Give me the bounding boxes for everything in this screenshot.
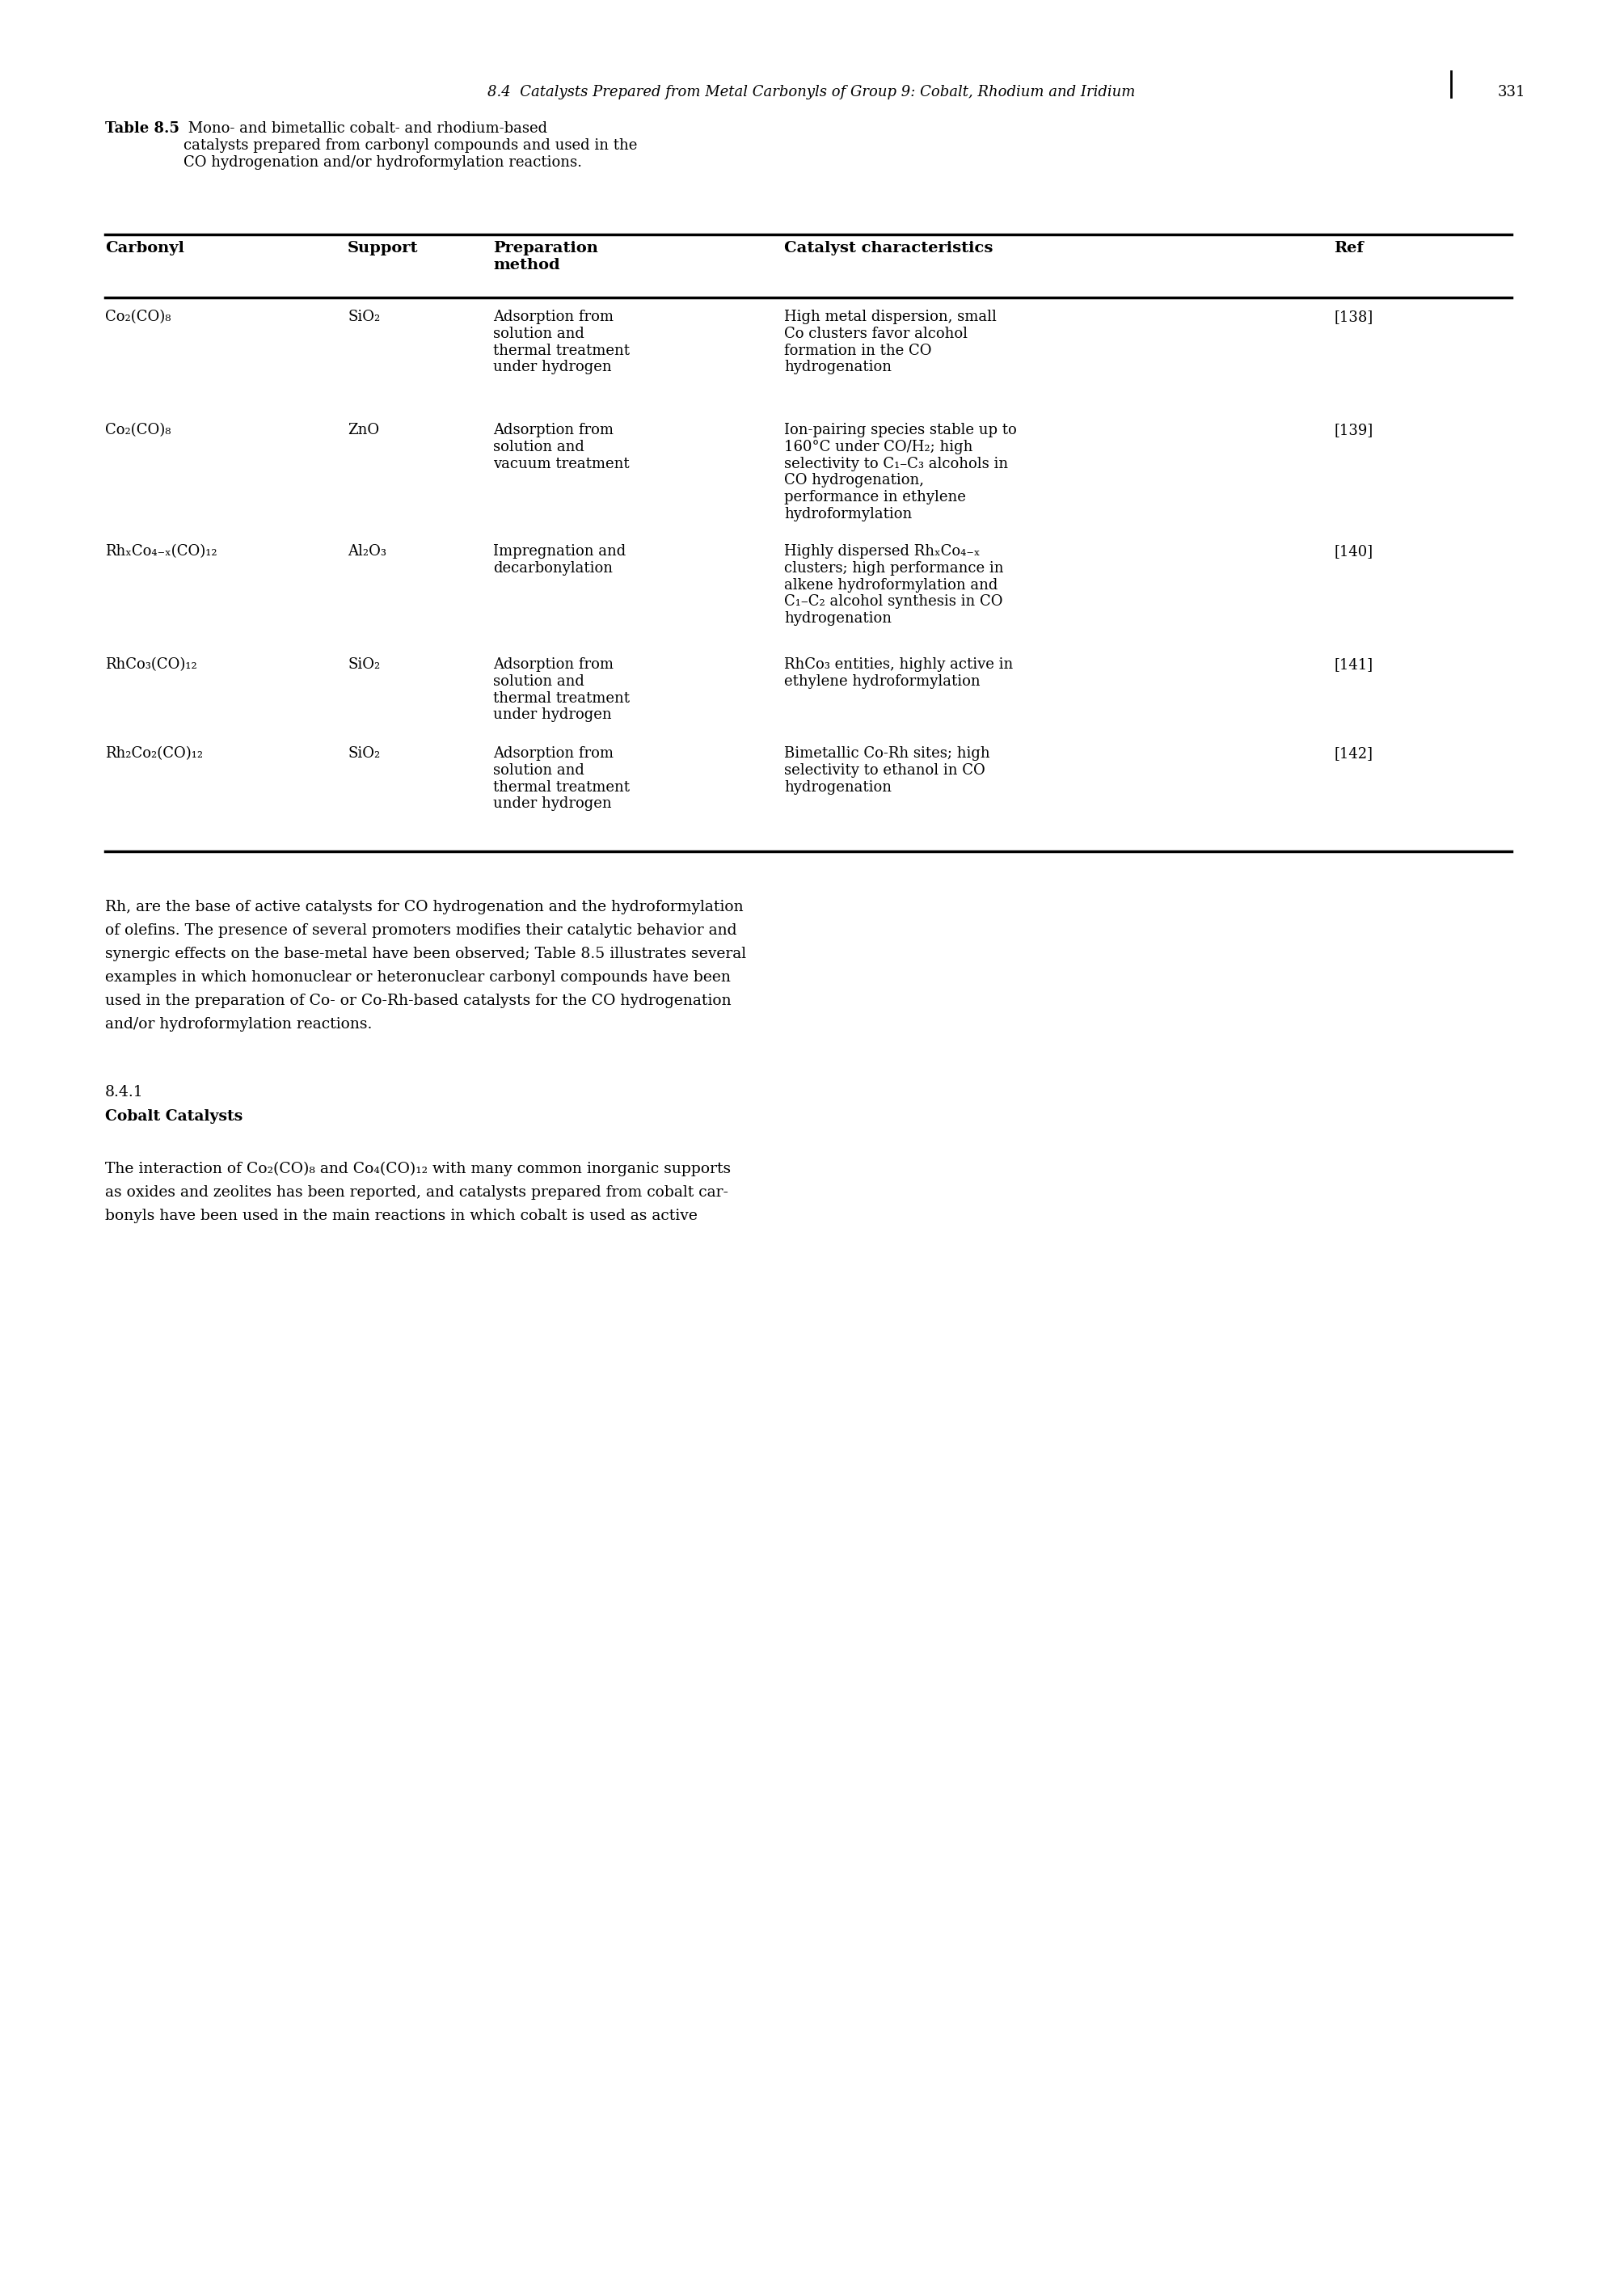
Text: The interaction of Co₂(CO)₈ and Co₄(CO)₁₂ with many common inorganic supports: The interaction of Co₂(CO)₈ and Co₄(CO)₁… xyxy=(106,1162,731,1176)
Text: Co₂(CO)₈: Co₂(CO)₈ xyxy=(106,422,171,438)
Text: of olefins. The presence of several promoters modifies their catalytic behavior : of olefins. The presence of several prom… xyxy=(106,924,737,937)
Text: bonyls have been used in the main reactions in which cobalt is used as active: bonyls have been used in the main reacti… xyxy=(106,1208,698,1224)
Text: and/or hydroformylation reactions.: and/or hydroformylation reactions. xyxy=(106,1018,372,1031)
Text: Cobalt Catalysts: Cobalt Catalysts xyxy=(106,1109,242,1123)
Text: synergic effects on the base-metal have been observed; Table 8.5 illustrates sev: synergic effects on the base-metal have … xyxy=(106,947,745,960)
Text: Impregnation and
decarbonylation: Impregnation and decarbonylation xyxy=(494,543,625,575)
Text: Preparation
method: Preparation method xyxy=(494,241,598,273)
Text: 331: 331 xyxy=(1497,85,1525,99)
Text: Rh₂Co₂(CO)₁₂: Rh₂Co₂(CO)₁₂ xyxy=(106,747,203,761)
Text: Table 8.5: Table 8.5 xyxy=(106,121,180,135)
Text: SiO₂: SiO₂ xyxy=(348,747,380,761)
Text: RhCo₃ entities, highly active in
ethylene hydroformylation: RhCo₃ entities, highly active in ethylen… xyxy=(784,658,1013,688)
Text: Bimetallic Co-Rh sites; high
selectivity to ethanol in CO
hydrogenation: Bimetallic Co-Rh sites; high selectivity… xyxy=(784,747,991,795)
Text: Highly dispersed RhₓCo₄₋ₓ
clusters; high performance in
alkene hydroformylation : Highly dispersed RhₓCo₄₋ₓ clusters; high… xyxy=(784,543,1004,626)
Text: [139]: [139] xyxy=(1333,422,1372,438)
Text: [141]: [141] xyxy=(1333,658,1372,672)
Text: examples in which homonuclear or heteronuclear carbonyl compounds have been: examples in which homonuclear or heteron… xyxy=(106,970,731,986)
Text: [140]: [140] xyxy=(1333,543,1372,559)
Text: Rh, are the base of active catalysts for CO hydrogenation and the hydroformylati: Rh, are the base of active catalysts for… xyxy=(106,901,744,915)
Text: 8.4  Catalysts Prepared from Metal Carbonyls of Group 9: Cobalt, Rhodium and Iri: 8.4 Catalysts Prepared from Metal Carbon… xyxy=(487,85,1135,99)
Text: Ref: Ref xyxy=(1333,241,1364,254)
Text: Adsorption from
solution and
thermal treatment
under hydrogen: Adsorption from solution and thermal tre… xyxy=(494,658,630,722)
Text: SiO₂: SiO₂ xyxy=(348,658,380,672)
Text: Adsorption from
solution and
thermal treatment
under hydrogen: Adsorption from solution and thermal tre… xyxy=(494,747,630,811)
Text: [138]: [138] xyxy=(1333,309,1372,323)
Text: Co₂(CO)₈: Co₂(CO)₈ xyxy=(106,309,171,323)
Text: ZnO: ZnO xyxy=(348,422,380,438)
Text: 8.4.1: 8.4.1 xyxy=(106,1084,143,1100)
Text: as oxides and zeolites has been reported, and catalysts prepared from cobalt car: as oxides and zeolites has been reported… xyxy=(106,1185,728,1199)
Text: Catalyst characteristics: Catalyst characteristics xyxy=(784,241,992,254)
Text: High metal dispersion, small
Co clusters favor alcohol
formation in the CO
hydro: High metal dispersion, small Co clusters… xyxy=(784,309,997,374)
Text: Support: Support xyxy=(348,241,419,254)
Text: Carbonyl: Carbonyl xyxy=(106,241,184,254)
Text: Adsorption from
solution and
thermal treatment
under hydrogen: Adsorption from solution and thermal tre… xyxy=(494,309,630,374)
Text: Adsorption from
solution and
vacuum treatment: Adsorption from solution and vacuum trea… xyxy=(494,422,630,472)
Text: RhₓCo₄₋ₓ(CO)₁₂: RhₓCo₄₋ₓ(CO)₁₂ xyxy=(106,543,218,559)
Text: Al₂O₃: Al₂O₃ xyxy=(348,543,387,559)
Text: used in the preparation of Co- or Co-Rh-based catalysts for the CO hydrogenation: used in the preparation of Co- or Co-Rh-… xyxy=(106,995,731,1008)
Text: RhCo₃(CO)₁₂: RhCo₃(CO)₁₂ xyxy=(106,658,197,672)
Text: Ion-pairing species stable up to
160°C under CO/H₂; high
selectivity to C₁–C₃ al: Ion-pairing species stable up to 160°C u… xyxy=(784,422,1017,523)
Text: SiO₂: SiO₂ xyxy=(348,309,380,323)
Text: Mono- and bimetallic cobalt- and rhodium-based
catalysts prepared from carbonyl : Mono- and bimetallic cobalt- and rhodium… xyxy=(184,121,637,170)
Text: [142]: [142] xyxy=(1333,747,1372,761)
